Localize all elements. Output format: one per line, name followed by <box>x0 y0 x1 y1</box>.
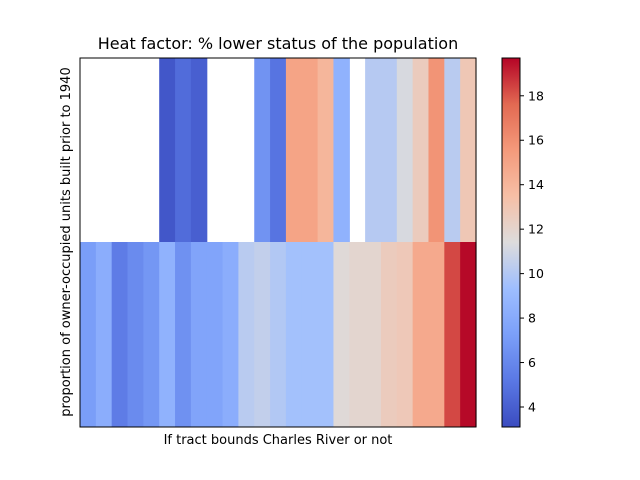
y-axis-label: proportion of owner-occupied units built… <box>59 67 74 416</box>
heatmap-cell <box>317 242 335 427</box>
plot-frame <box>79 57 477 428</box>
colorbar-ticks: 4 6 8 10 12 14 16 18 <box>520 88 544 414</box>
heatmap-cell <box>428 242 445 427</box>
heatmap-cell <box>301 242 319 427</box>
heatmap-cell <box>444 242 461 427</box>
heatmap-cell <box>333 242 350 427</box>
heatmap-cell <box>206 242 224 427</box>
colorbar-tick-label: 18 <box>528 88 544 103</box>
colorbar-tick-label: 12 <box>528 222 544 237</box>
colorbar: 4 6 8 10 12 14 16 18 <box>501 57 544 428</box>
heatmap-cell <box>460 58 477 242</box>
heatmap-cell <box>222 242 239 427</box>
heatmap-cell <box>175 58 192 242</box>
colorbar-tick-label: 6 <box>528 355 536 370</box>
heatmap-cell <box>254 58 271 242</box>
heatmap-cell <box>428 58 445 242</box>
heatmap-cell <box>380 58 398 242</box>
heatmap-cell <box>396 242 414 427</box>
heatmap-cell <box>365 58 382 242</box>
heatmap-cell <box>380 242 398 427</box>
heatmap-cell <box>238 242 255 427</box>
heatmap-cell <box>111 242 129 427</box>
heatmap-cell <box>317 58 335 242</box>
heatmap-cell <box>349 242 366 427</box>
heatmap-cell <box>270 58 287 242</box>
heatmap-cell <box>270 242 287 427</box>
colorbar-tick-label: 4 <box>528 399 536 414</box>
heatmap-cell <box>444 58 461 242</box>
colorbar-tick-label: 16 <box>528 133 544 148</box>
heatmap-cell <box>190 58 208 242</box>
heatmap-cell <box>143 242 160 427</box>
heatmap-cell <box>95 242 113 427</box>
heatmap-cells <box>80 58 477 427</box>
colorbar-gradient <box>501 57 521 428</box>
heatmap-cell <box>175 242 192 427</box>
heatmap-cell <box>127 242 144 427</box>
heatmap-cell <box>285 58 303 242</box>
heatmap-cell <box>285 242 303 427</box>
x-axis-label: If tract bounds Charles River or not <box>164 433 393 448</box>
heatmap-cell <box>412 58 430 242</box>
colorbar-tick-label: 8 <box>528 311 536 326</box>
heatmap-cell <box>254 242 271 427</box>
heatmap-cell <box>159 242 176 427</box>
heatmap-cell <box>412 242 430 427</box>
colorbar-tick-label: 10 <box>528 266 544 281</box>
heatmap-cell <box>301 58 319 242</box>
heatmap-cell <box>190 242 208 427</box>
heatmap-cell <box>333 58 350 242</box>
heatmap-cell <box>80 242 97 427</box>
chart-title: Heat factor: % lower status of the popul… <box>98 34 458 53</box>
heatmap-cell <box>460 242 477 427</box>
heatmap-cell <box>365 242 382 427</box>
colorbar-tick-label: 14 <box>528 177 544 192</box>
heatmap-cell <box>159 58 176 242</box>
heatmap-cell <box>396 58 414 242</box>
